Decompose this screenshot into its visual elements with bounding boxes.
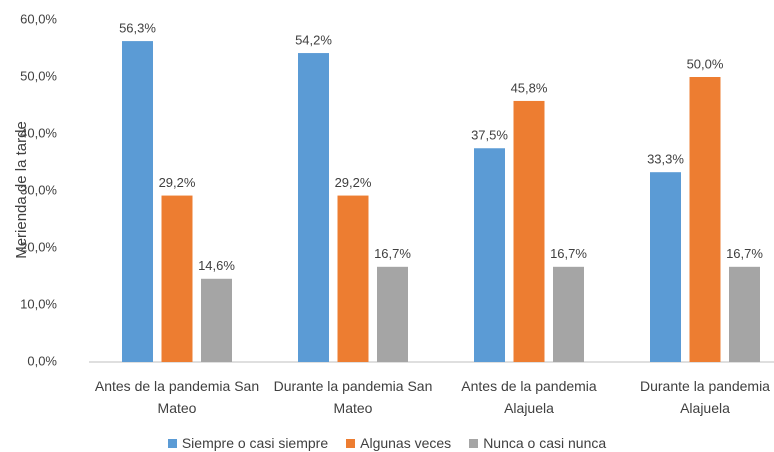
y-tick-label: 0,0% xyxy=(27,353,57,368)
y-tick-label: 50,0% xyxy=(20,68,57,83)
y-tick-label: 20,0% xyxy=(20,239,57,254)
y-tick-label: 60,0% xyxy=(20,11,57,26)
legend-swatch xyxy=(346,438,356,448)
data-label: 29,2% xyxy=(335,175,372,190)
bar xyxy=(161,195,193,362)
data-label: 14,6% xyxy=(198,258,235,273)
data-label: 45,8% xyxy=(511,80,548,95)
x-tick-label: Durante la pandemia San Mateo xyxy=(273,378,433,416)
data-label: 29,2% xyxy=(159,175,196,190)
bar xyxy=(337,195,369,362)
y-tick-label: 10,0% xyxy=(20,296,57,311)
data-label: 54,2% xyxy=(295,32,332,47)
y-tick-label: 40,0% xyxy=(20,125,57,140)
bar xyxy=(298,53,329,363)
legend-swatch xyxy=(469,438,479,448)
bar xyxy=(474,148,505,362)
x-tick-label: Antes de la pandemia Alajuela xyxy=(461,378,597,416)
legend-label: Siempre o casi siempre xyxy=(181,435,329,451)
y-axis-label: Merienda de la tarde xyxy=(13,121,30,259)
data-label: 37,5% xyxy=(471,128,508,143)
data-label: 16,7% xyxy=(374,246,411,261)
data-label: 50,0% xyxy=(687,56,724,71)
bar xyxy=(377,266,408,362)
y-tick-label: 30,0% xyxy=(20,182,57,197)
legend-item: Siempre o casi siempre xyxy=(167,435,329,451)
legend-item: Nunca o casi nunca xyxy=(469,435,606,451)
bar xyxy=(553,266,584,362)
data-label: 16,7% xyxy=(550,246,587,261)
bar xyxy=(689,77,721,362)
data-label: 16,7% xyxy=(726,246,763,261)
legend-swatch xyxy=(167,438,177,448)
bar xyxy=(122,41,153,363)
bar xyxy=(201,278,232,362)
x-tick-label: Durante la pandemia Alajuela xyxy=(640,378,770,416)
x-tick-label: Antes de la pandemia San Mateo xyxy=(94,378,260,416)
bar xyxy=(513,100,545,362)
legend: Siempre o casi siempre Algunas veces Nunca… xyxy=(0,435,774,451)
data-label: 56,3% xyxy=(119,21,156,36)
bar xyxy=(729,266,760,362)
legend-label: Nunca o casi nunca xyxy=(483,435,607,451)
bar xyxy=(650,172,681,362)
data-label: 33,3% xyxy=(647,152,684,167)
legend-label: Algunas veces xyxy=(360,435,452,451)
legend-item: Algunas veces xyxy=(346,435,451,451)
